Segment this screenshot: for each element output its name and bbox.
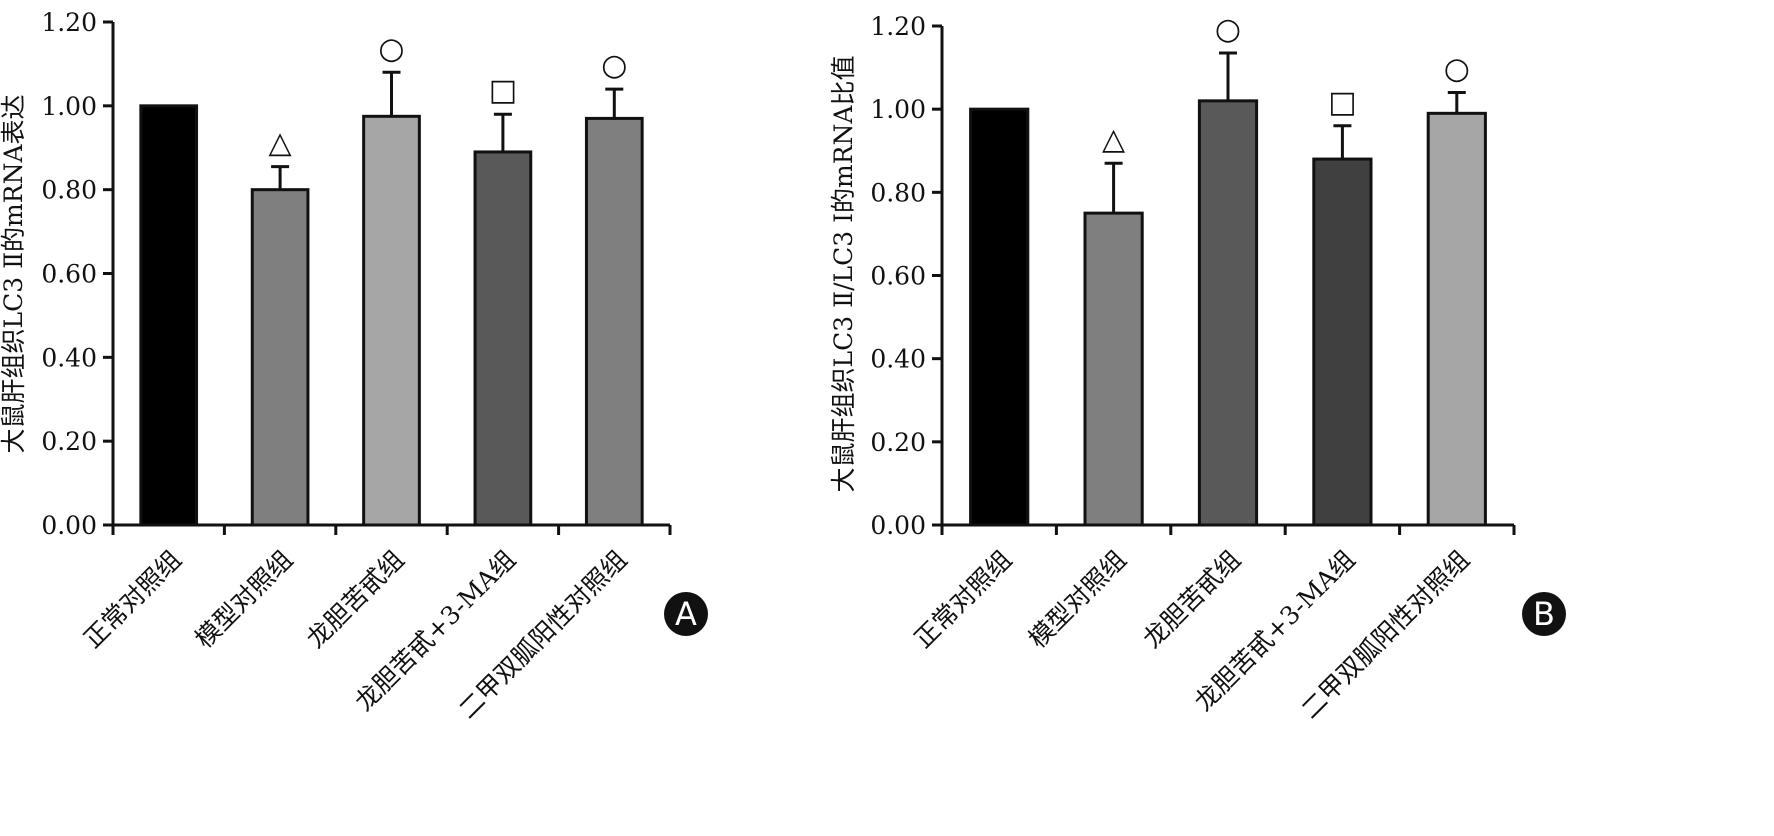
panel-b-bar [1312, 157, 1373, 527]
panel-a-category-label: 模型对照组 [189, 545, 298, 654]
panel-b-y-tick-label: 1.00 [870, 95, 926, 124]
panel-a-label: A [675, 595, 697, 633]
panel-b-y-tick-label: 0.40 [870, 345, 926, 374]
panel-a-y-tick-label: 0.60 [41, 260, 97, 289]
panel-a-significance-marker: □ [489, 73, 517, 108]
panel-a-bar [250, 188, 310, 527]
panel-b-y-axis-label: 大鼠肝组织LC3 Ⅱ/LC3 Ⅰ的mRNA比值 [829, 56, 858, 493]
panel-a-bar [584, 116, 644, 527]
panel-b-category-label: 模型对照组 [1023, 545, 1132, 654]
panel-b-bar [969, 107, 1030, 527]
panel-b-bar [1426, 111, 1487, 527]
panel-b-label: B [1533, 595, 1555, 633]
panel-a-y-tick-label: 0.80 [41, 176, 97, 205]
panel-b-y-tick-label: 0.80 [870, 178, 926, 207]
panel-a-bar [473, 150, 533, 527]
panel-b-significance-marker: □ [1328, 85, 1356, 120]
panel-a-label-badge [664, 592, 708, 636]
chart-panel-a: 0.00 0.20 0.40 0.60 0.80 1.00 1.20 大鼠肝组织LC3 Ⅱ的m… [0, 8, 708, 724]
panel-a-significance-marker: ○ [601, 48, 627, 83]
panel-b-bar [1083, 211, 1144, 527]
panel-a-y-tick-label: 0.00 [41, 511, 97, 540]
panel-b-y-tick-label: 0.00 [870, 511, 926, 540]
panel-a-significance-marker: ○ [378, 31, 404, 66]
panel-b-category-label: 龙胆苦甙组 [1137, 545, 1246, 654]
panel-b-y-tick-label: 0.20 [870, 428, 926, 457]
panel-b-bar [1197, 99, 1259, 527]
panel-b-significance-marker: ○ [1215, 12, 1241, 47]
panel-a-y-tick-label: 0.40 [41, 343, 97, 372]
panel-a-y-axis-label: 大鼠肝组织LC3 Ⅱ的mRNA表达 [0, 94, 28, 453]
panel-a-category-label: 正常对照组 [78, 545, 187, 654]
panel-b-y-tick-label: 1.20 [870, 12, 926, 41]
panel-b-significance-marker: ○ [1444, 52, 1470, 87]
panel-a-bar [362, 114, 421, 527]
panel-a-y-tick-label: 1.20 [41, 8, 97, 37]
panel-a-y-tick-label: 1.00 [41, 92, 97, 121]
panel-a-category-label: 龙胆苦甙组 [301, 545, 410, 654]
chart-panel-b: 0.00 0.20 0.40 0.60 0.80 1.00 1.20 大鼠肝组织LC3 Ⅱ/L… [829, 12, 1566, 724]
panel-b-y-tick-label: 0.60 [870, 262, 926, 291]
panel-b-category-label: 正常对照组 [909, 545, 1018, 654]
panel-a-y-tick-label: 0.20 [41, 427, 97, 456]
panel-b-label-badge [1522, 592, 1566, 636]
panel-b-significance-marker: △ [1102, 122, 1125, 157]
panel-a-bar [139, 104, 199, 527]
panel-a-significance-marker: △ [269, 126, 292, 161]
